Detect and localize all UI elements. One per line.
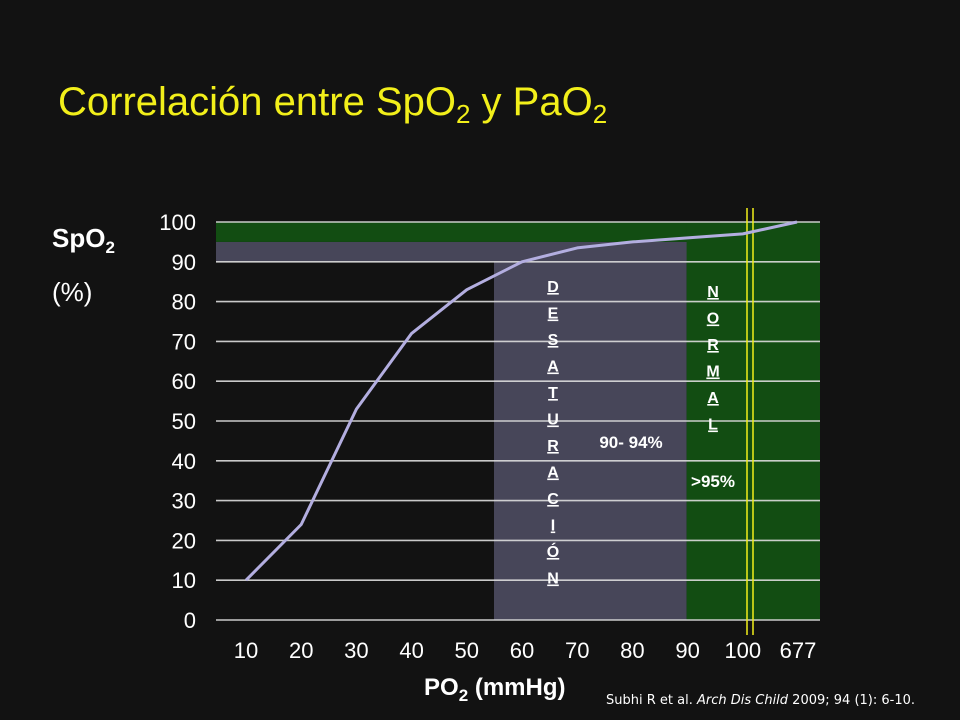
normal-letters-letter: R	[707, 337, 719, 354]
x-tick-label: 10	[234, 638, 258, 663]
x-axis-label: PO2 (mmHg)	[424, 674, 565, 706]
y-tick-label: 100	[159, 210, 196, 235]
citation: Subhi R et al. Arch Dis Child 2009; 94 (…	[606, 693, 916, 708]
desat-letters-letter: U	[547, 412, 559, 429]
x-tick-label: 70	[565, 638, 589, 663]
normal-letters-letter: N	[707, 284, 719, 301]
desat-letters-letter: C	[547, 491, 559, 508]
desat-letters-letter: A	[547, 359, 559, 376]
y-tick-label: 60	[172, 369, 196, 394]
y-tick-label: 20	[172, 528, 196, 553]
x-tick-label: 60	[510, 638, 534, 663]
desat-letters-letter: S	[548, 332, 559, 349]
y-tick-labels: 0 10 20 30 40 50 60 70 80 90 100	[159, 210, 196, 633]
y-tick-label: 70	[172, 329, 196, 354]
x-axis-label-sub: 2	[458, 686, 469, 705]
normal-letters-letter: L	[708, 417, 718, 434]
x-tick-label: 90	[675, 638, 699, 663]
desat-letters-letter: E	[548, 306, 559, 323]
desat-letters-letter: A	[547, 465, 559, 482]
reference-markers	[746, 208, 754, 635]
slide-title: Correlación entre SpO2 y PaO2	[58, 80, 608, 129]
x-axis-label-unit: (mmHg)	[468, 674, 566, 701]
y-tick-label: 50	[172, 409, 196, 434]
y-tick-label: 40	[172, 449, 196, 474]
saturation-curve	[244, 220, 798, 582]
normal-y-band	[216, 222, 820, 242]
desat-letters-letter: D	[547, 279, 559, 296]
normal-range-label: >95%	[691, 472, 735, 491]
citation-journal: Arch Dis Child	[696, 693, 789, 708]
x-tick-label: 100	[724, 638, 761, 663]
normal-letters-letter: A	[707, 390, 719, 407]
x-tick-label: 30	[344, 638, 368, 663]
desat-letters-letter: N	[547, 571, 559, 588]
desaturation-range-label: 90- 94%	[599, 433, 662, 452]
desaturation-column-band	[494, 261, 687, 620]
x-tick-label: 80	[620, 638, 644, 663]
gridlines	[216, 221, 820, 621]
y-tick-label: 10	[172, 568, 196, 593]
desat-letters-letter: R	[547, 438, 559, 455]
x-tick-label: 677	[780, 638, 817, 663]
y-axis-label-sub: 2	[105, 238, 115, 257]
desat-letters-letter: I	[551, 518, 555, 535]
y-tick-label: 30	[172, 489, 196, 514]
normal-letters-letter: O	[707, 311, 719, 328]
normal-letters-letter: M	[706, 364, 719, 381]
desat-letters-letter: T	[548, 385, 558, 402]
x-axis-label-main: PO	[424, 674, 459, 701]
x-tick-label: 20	[289, 638, 313, 663]
x-tick-label: 50	[455, 638, 479, 663]
y-axis-label-main: SpO	[52, 223, 106, 253]
y-tick-label: 90	[172, 250, 196, 275]
desat-letters-letter: Ó	[547, 542, 559, 561]
x-tick-label: 40	[399, 638, 423, 663]
y-tick-label: 80	[172, 290, 196, 315]
y-axis-unit: (%)	[52, 277, 93, 307]
y-axis-label: SpO2 (%)	[52, 216, 115, 314]
desaturation-y-band	[216, 241, 820, 262]
y-tick-label: 0	[184, 608, 196, 633]
x-tick-labels: 10 20 30 40 50 60 70 80 90 100 677	[234, 638, 817, 663]
